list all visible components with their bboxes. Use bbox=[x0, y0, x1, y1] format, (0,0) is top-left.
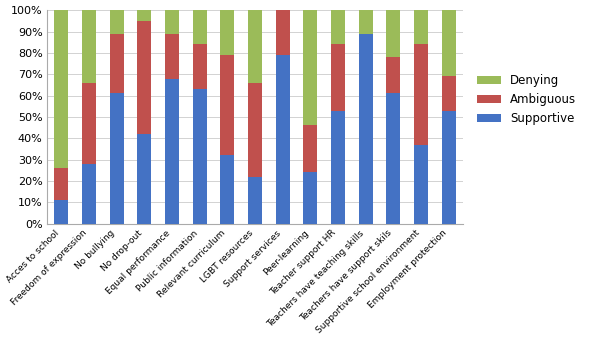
Bar bbox=[442, 10, 455, 76]
Bar bbox=[193, 44, 206, 89]
Bar bbox=[331, 110, 345, 224]
Bar bbox=[276, 10, 289, 55]
Bar bbox=[442, 110, 455, 224]
Bar bbox=[55, 168, 68, 200]
Bar bbox=[276, 55, 289, 224]
Bar bbox=[359, 34, 372, 224]
Bar bbox=[110, 34, 123, 94]
Bar bbox=[221, 10, 234, 55]
Bar bbox=[193, 89, 206, 224]
Bar bbox=[248, 10, 262, 83]
Bar bbox=[221, 55, 234, 155]
Bar bbox=[82, 10, 96, 83]
Bar bbox=[110, 10, 123, 34]
Legend: Denying, Ambiguous, Supportive: Denying, Ambiguous, Supportive bbox=[473, 69, 581, 130]
Bar bbox=[138, 21, 151, 134]
Bar bbox=[387, 57, 400, 94]
Bar bbox=[110, 94, 123, 224]
Bar bbox=[138, 10, 151, 21]
Bar bbox=[304, 172, 317, 224]
Bar bbox=[331, 10, 345, 44]
Bar bbox=[82, 83, 96, 164]
Bar bbox=[221, 155, 234, 224]
Bar bbox=[414, 44, 428, 145]
Bar bbox=[414, 10, 428, 44]
Bar bbox=[165, 78, 179, 224]
Bar bbox=[387, 94, 400, 224]
Bar bbox=[304, 126, 317, 172]
Bar bbox=[331, 44, 345, 110]
Bar bbox=[359, 10, 372, 34]
Bar bbox=[414, 145, 428, 224]
Bar bbox=[304, 10, 317, 126]
Bar bbox=[55, 10, 68, 168]
Bar bbox=[165, 34, 179, 78]
Bar bbox=[165, 10, 179, 34]
Bar bbox=[193, 10, 206, 44]
Bar bbox=[248, 83, 262, 177]
Bar bbox=[82, 164, 96, 224]
Bar bbox=[138, 134, 151, 224]
Bar bbox=[248, 177, 262, 224]
Bar bbox=[387, 10, 400, 57]
Bar bbox=[442, 76, 455, 110]
Bar bbox=[55, 200, 68, 224]
